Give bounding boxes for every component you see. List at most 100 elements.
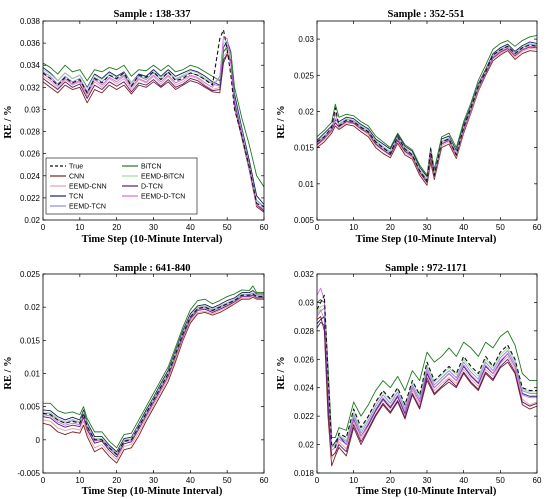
panel-3-ylabel: RE / % (3, 356, 14, 389)
series-line-true (43, 29, 264, 208)
panel-4-ylabel: RE / % (276, 356, 287, 389)
legend-item-tcn: TCN (50, 194, 83, 201)
x-tick-label: 0 (315, 223, 320, 232)
panel-1: Sample : 138-337 Time Step (10-Minute In… (3, 9, 269, 245)
panel-4-axes: 0 10 20 30 40 50 60 0.018 0.02 0.022 0.024 0.026 0.0… (294, 270, 542, 485)
y-tick-label: 0.024 (294, 384, 315, 393)
x-tick-label: 30 (149, 223, 158, 232)
x-tick-label: 50 (496, 223, 505, 232)
panel-2-series (317, 35, 537, 186)
series-line-d-tcn (317, 46, 537, 183)
series-line-eemd-d-tcn (317, 45, 537, 182)
legend-label-eemd-tcn: EEMD-TCN (69, 204, 106, 211)
legend-label-d-tcn: D-TCN (141, 184, 163, 191)
legend-label-bitcn: BiTCN (141, 164, 162, 171)
y-tick-label: 0.02 (298, 441, 314, 450)
y-tick-label: 0.034 (20, 61, 41, 70)
y-tick-label: 0.03 (24, 105, 40, 114)
panel-4-xlabel: Time Step (10-Minute Interval) (356, 486, 497, 497)
y-tick-label: -0.005 (17, 469, 40, 478)
y-tick-label: 0.005 (20, 403, 41, 412)
x-tick-label: 40 (186, 223, 195, 232)
x-tick-label: 30 (423, 223, 432, 232)
legend-item-bitcn: BiTCN (122, 164, 162, 171)
y-tick-label: 0.015 (294, 144, 315, 153)
series-line-true (317, 44, 537, 182)
x-tick-label: 40 (459, 223, 468, 232)
series-line-d-tcn (317, 321, 537, 457)
x-tick-label: 50 (496, 476, 505, 485)
panel-3-series (43, 285, 264, 464)
y-tick-label: 0.02 (24, 303, 40, 312)
x-tick-label: 20 (386, 476, 395, 485)
panel-4-title: Sample : 972-1171 (385, 263, 467, 274)
panel-3: Sample : 641-840 Time Step (10-Minute In… (3, 263, 269, 497)
panel-1-series (43, 29, 264, 213)
panel-3-axes: 0 10 20 30 40 50 60-0.00500.0050.010.0150.020.… (17, 270, 269, 485)
y-tick-label: 0.03 (298, 35, 314, 44)
y-tick-label: 0.025 (294, 71, 315, 80)
y-tick-label: 0.026 (294, 355, 315, 364)
panel-1-ylabel: RE / % (3, 105, 14, 138)
y-tick-label: 0.018 (294, 469, 315, 478)
x-tick-label: 40 (186, 476, 195, 485)
legend-item-true: True (50, 164, 83, 171)
panel-1-title: Sample : 138-337 (114, 9, 191, 20)
panel-1-axes: 0 10 20 30 40 50 60 0.02 0.022 0.024 0.026 0.028 0.0… (20, 17, 269, 232)
legend-item-eemd-d-tcn: EEMD-D-TCN (122, 194, 185, 201)
x-tick-label: 10 (349, 476, 358, 485)
y-tick-label: 0.028 (294, 327, 315, 336)
x-tick-label: 40 (459, 476, 468, 485)
series-line-cnn (317, 50, 537, 186)
y-tick-label: 0.038 (20, 17, 41, 26)
y-tick-label: 0.02 (298, 107, 314, 116)
panel-2-axes: 0 10 20 30 40 50 60 0.005 0.01 0.015 0.02 0.025 0.03 (294, 20, 542, 232)
y-tick-label: 0.024 (20, 172, 41, 181)
y-tick-label: 0.032 (294, 270, 315, 279)
legend-label-cnn: CNN (69, 174, 84, 181)
x-tick-label: 30 (149, 476, 158, 485)
series-line-eemd-bitcn (43, 292, 264, 454)
x-tick-label: 30 (423, 476, 432, 485)
x-tick-label: 20 (386, 223, 395, 232)
series-line-tcn (43, 290, 264, 453)
panel-2-title: Sample : 352-551 (388, 9, 465, 20)
y-tick-label: 0.032 (20, 83, 41, 92)
y-tick-label: 0.015 (20, 336, 41, 345)
legend-item-eemd-bitcn: EEMD-BiTCN (122, 174, 184, 181)
x-tick-label: 60 (533, 476, 542, 485)
series-line-eemd-bitcn (43, 40, 264, 209)
x-tick-label: 10 (75, 476, 84, 485)
y-tick-label: 0.02 (24, 216, 40, 225)
y-tick-label: 0.01 (298, 180, 314, 189)
panel-2-ylabel: RE / % (276, 105, 287, 138)
series-line-true (317, 294, 537, 448)
panel-4-series (317, 287, 537, 467)
y-tick-label: 0 (36, 436, 41, 445)
x-tick-label: 20 (112, 476, 121, 485)
series-line-eemd-d-tcn (43, 294, 264, 456)
y-tick-label: 0.01 (24, 370, 40, 379)
y-tick-label: 0.026 (20, 150, 41, 159)
legend-label-eemd-bitcn: EEMD-BiTCN (141, 174, 184, 181)
series-line-bitcn (43, 285, 264, 449)
y-tick-label: 0.022 (294, 412, 315, 421)
legend-box (45, 157, 198, 215)
x-tick-label: 20 (112, 223, 121, 232)
legend-item-d-tcn: D-TCN (122, 184, 163, 191)
series-line-eemd-tcn (317, 43, 537, 180)
panel-2-xlabel: Time Step (10-Minute Interval) (356, 234, 497, 245)
panel-3-title: Sample : 641-840 (114, 263, 191, 274)
series-line-d-tcn (43, 294, 264, 458)
x-tick-label: 60 (260, 476, 269, 485)
series-line-cnn (43, 53, 264, 213)
series-line-eemd-cnn (317, 48, 537, 184)
panel-3-xlabel: Time Step (10-Minute Interval) (82, 486, 223, 497)
series-line-eemd-cnn (317, 309, 537, 460)
series-line-cnn (43, 296, 264, 464)
x-tick-label: 10 (349, 223, 358, 232)
series-line-bitcn (317, 35, 537, 176)
y-tick-label: 0.022 (20, 194, 41, 203)
panel-4: Sample : 972-1171 Time Step (10-Minute I… (276, 263, 542, 497)
